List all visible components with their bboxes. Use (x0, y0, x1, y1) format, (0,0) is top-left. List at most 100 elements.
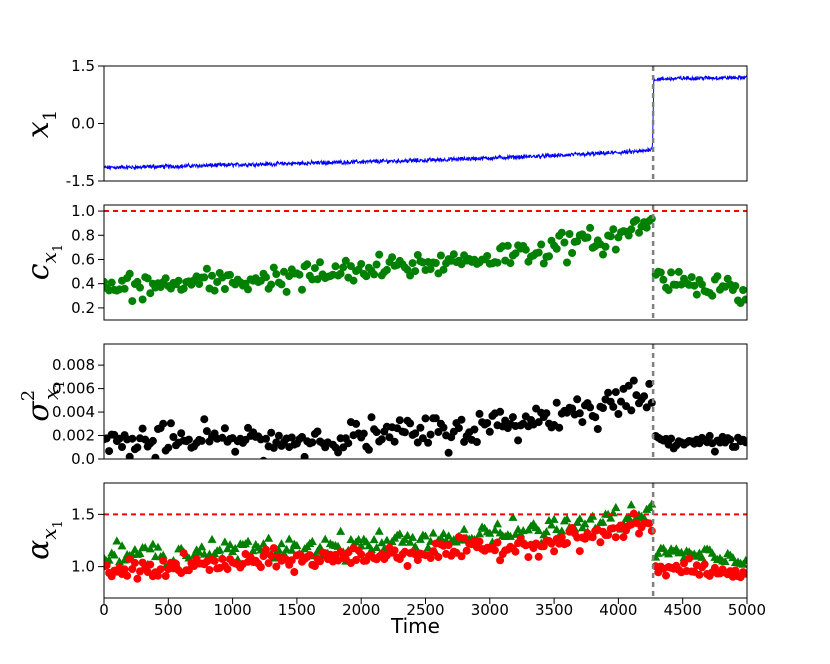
data-point (609, 225, 618, 234)
data-point (591, 413, 600, 422)
data-point (282, 287, 291, 296)
data-point (298, 285, 306, 294)
y-axis-label: σ2x1 (18, 380, 68, 422)
data-point (596, 538, 605, 547)
data-point (128, 434, 137, 443)
x-tick-label: 4000 (599, 601, 637, 619)
data-point (549, 514, 559, 523)
data-point (560, 238, 569, 247)
data-point (598, 517, 608, 526)
data-point (146, 560, 155, 569)
panel-2: 1.0 0.8 0.6 0.4 0.2 cx1 (21, 202, 748, 321)
data-point (210, 556, 219, 565)
x-tick-label: 2500 (406, 601, 444, 619)
data-point (439, 265, 448, 274)
data-point (172, 559, 180, 568)
data-point (493, 538, 502, 547)
data-point (346, 262, 355, 271)
data-point (741, 295, 747, 304)
data-point (731, 442, 740, 451)
data-point (105, 447, 114, 456)
data-point (287, 545, 297, 554)
data-point (624, 512, 634, 521)
data-point (156, 565, 165, 574)
data-point (413, 556, 422, 565)
data-point (269, 544, 278, 553)
data-point (424, 438, 433, 447)
data-point (674, 267, 683, 276)
data-point (439, 529, 449, 538)
data-point (244, 423, 252, 432)
data-point (741, 569, 747, 578)
data-point (418, 434, 427, 443)
data-point (413, 251, 422, 259)
data-point (370, 270, 379, 279)
y-tick-label: 1.0 (71, 558, 95, 576)
data-point (444, 448, 453, 457)
data-point (431, 414, 440, 423)
data-point (244, 285, 252, 294)
y-tick-label: 0.006 (52, 380, 95, 398)
data-point (230, 543, 240, 552)
data-point (664, 286, 673, 295)
series-3 (651, 543, 747, 568)
data-point (647, 214, 656, 223)
data-point (611, 533, 620, 542)
data-point (310, 562, 319, 570)
data-point (143, 274, 152, 283)
data-point (604, 388, 613, 397)
axes-frame (103, 343, 748, 460)
data-point (218, 554, 227, 563)
data-point (562, 514, 572, 523)
data-point (154, 571, 162, 580)
data-point (708, 291, 717, 300)
data-point (629, 509, 638, 518)
y-tick-label: 0.004 (52, 403, 95, 421)
data-point (426, 554, 435, 562)
y-tick-label: 0.0 (71, 115, 95, 133)
data-point (316, 557, 324, 566)
data-point (741, 438, 747, 447)
data-point (145, 544, 155, 553)
data-point (104, 561, 111, 570)
data-point (690, 281, 699, 290)
data-point (408, 532, 418, 541)
data-point (140, 542, 150, 552)
data-point (215, 545, 225, 554)
data-point (568, 249, 577, 257)
data-point (369, 535, 379, 544)
data-point (457, 552, 466, 561)
data-point (290, 568, 299, 576)
data-point (642, 223, 651, 232)
data-point (503, 241, 512, 250)
data-point (588, 533, 597, 542)
data-point (336, 269, 345, 278)
y-tick-label: 0.2 (71, 299, 95, 317)
data-point (490, 525, 500, 534)
y-tick-label: -1.5 (66, 172, 95, 190)
y-tick-label: 0.0 (71, 450, 95, 468)
data-point (415, 534, 425, 543)
data-point (146, 289, 155, 298)
data-point (262, 434, 270, 443)
data-point (382, 265, 391, 274)
data-point (256, 563, 265, 572)
data-point (161, 572, 170, 580)
data-point (372, 428, 381, 437)
data-point (460, 534, 469, 543)
data-point (313, 427, 322, 436)
data-point (159, 556, 168, 565)
data-point (161, 274, 170, 283)
data-point (174, 276, 183, 285)
y-tick-label: 1.0 (71, 202, 95, 220)
data-point (647, 526, 656, 535)
series-2 (104, 509, 656, 583)
data-point (359, 429, 368, 438)
data-point (349, 276, 358, 285)
data-point (104, 555, 114, 564)
data-point (274, 545, 284, 554)
data-point (264, 533, 274, 542)
data-point (565, 230, 574, 238)
series-2 (651, 431, 747, 456)
